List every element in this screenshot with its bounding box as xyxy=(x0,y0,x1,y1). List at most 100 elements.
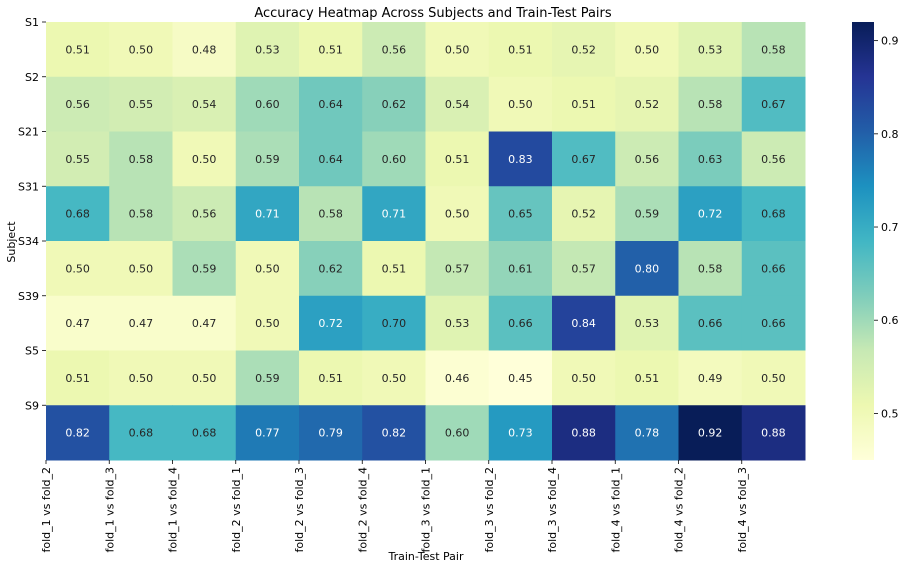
heatmap-cell xyxy=(615,295,679,351)
heatmap-cell xyxy=(741,295,806,351)
x-tick-label: fold_4 vs fold_1 xyxy=(609,467,622,553)
cell-value-label: 0.56 xyxy=(761,153,786,166)
heatmap-cell xyxy=(615,241,679,297)
heatmap-cell xyxy=(299,131,363,187)
heatmap-cell xyxy=(235,350,300,406)
cell-value-label: 0.59 xyxy=(192,262,217,275)
x-tick-label: fold_2 vs fold_1 xyxy=(230,467,243,553)
heatmap-cell xyxy=(488,22,553,78)
heatmap-cell xyxy=(46,405,110,461)
heatmap-cell xyxy=(235,22,300,78)
cell-value-label: 0.68 xyxy=(129,427,154,440)
x-tick-label: fold_2 vs fold_3 xyxy=(293,467,306,553)
heatmap-cell xyxy=(552,241,616,297)
heatmap-cell xyxy=(615,76,679,132)
heatmap-cell xyxy=(299,405,363,461)
heatmap-cell xyxy=(678,76,743,132)
cell-value-label: 0.56 xyxy=(192,208,217,221)
cell-value-label: 0.83 xyxy=(508,153,533,166)
heatmap-cell xyxy=(425,186,490,242)
heatmap-cell xyxy=(362,405,426,461)
heatmap-cell xyxy=(741,241,806,297)
cell-value-label: 0.51 xyxy=(318,372,343,385)
cell-value-label: 0.63 xyxy=(698,153,723,166)
cell-value-label: 0.67 xyxy=(761,98,786,111)
chart-title: Accuracy Heatmap Across Subjects and Tra… xyxy=(254,6,612,21)
heatmap-cell xyxy=(615,405,679,461)
cell-value-label: 0.57 xyxy=(571,262,596,275)
heatmap-cell xyxy=(425,295,490,351)
y-tick-label: S31 xyxy=(18,180,39,193)
cell-value-label: 0.50 xyxy=(761,372,786,385)
heatmap-cell xyxy=(615,22,679,78)
heatmap-cell xyxy=(235,405,300,461)
y-tick-label: S9 xyxy=(25,399,39,412)
cell-value-label: 0.52 xyxy=(635,98,660,111)
heatmap-cell xyxy=(172,76,237,132)
heatmap-cell xyxy=(741,186,806,242)
cell-value-label: 0.73 xyxy=(508,427,533,440)
cell-value-label: 0.47 xyxy=(192,317,217,330)
heatmap-cell xyxy=(109,131,173,187)
heatmap-cell xyxy=(299,350,363,406)
cell-value-label: 0.57 xyxy=(445,262,470,275)
cell-value-label: 0.58 xyxy=(698,262,723,275)
heatmap-cell xyxy=(488,131,553,187)
heatmap-cell xyxy=(678,22,743,78)
cell-value-label: 0.84 xyxy=(571,317,596,330)
heatmap-cell xyxy=(172,131,237,187)
cell-value-label: 0.50 xyxy=(445,43,470,56)
y-axis-label: Subject xyxy=(5,221,18,263)
x-tick-labels: fold_1 vs fold_2 fold_1 vs fold_3 fold_1 v… xyxy=(40,460,749,553)
heatmap-cell xyxy=(488,295,553,351)
x-tick-label: fold_1 vs fold_4 xyxy=(167,467,180,553)
cell-value-label: 0.56 xyxy=(382,43,407,56)
heatmap-cell xyxy=(488,241,553,297)
heatmap-cell xyxy=(488,76,553,132)
cell-value-label: 0.68 xyxy=(65,208,90,221)
heatmap-cell xyxy=(362,241,426,297)
cell-value-label: 0.50 xyxy=(192,372,217,385)
cell-value-label: 0.58 xyxy=(129,153,154,166)
cell-value-label: 0.50 xyxy=(129,262,154,275)
heatmap-cell xyxy=(741,350,806,406)
heatmap-cell xyxy=(425,131,490,187)
heatmap-cell xyxy=(678,131,743,187)
heatmap-cell xyxy=(362,295,426,351)
x-tick-label: fold_4 vs fold_3 xyxy=(736,467,749,553)
cell-value-label: 0.88 xyxy=(571,427,596,440)
heatmap-cell xyxy=(109,295,173,351)
cell-value-label: 0.82 xyxy=(65,427,90,440)
heatmap-cell xyxy=(109,350,173,406)
cell-value-label: 0.72 xyxy=(318,317,343,330)
cell-value-label: 0.50 xyxy=(65,262,90,275)
y-tick-label: S39 xyxy=(18,290,39,303)
heatmap-cell xyxy=(425,22,490,78)
cell-value-label: 0.58 xyxy=(761,43,786,56)
cell-value-label: 0.70 xyxy=(382,317,407,330)
heatmap-cell xyxy=(235,76,300,132)
heatmap-cell xyxy=(552,76,616,132)
cell-value-label: 0.50 xyxy=(382,372,407,385)
colorbar-gradient xyxy=(852,22,874,460)
heatmap-cell xyxy=(678,241,743,297)
heatmap-cell xyxy=(109,22,173,78)
cell-value-label: 0.50 xyxy=(571,372,596,385)
heatmap-cell xyxy=(552,186,616,242)
cell-value-label: 0.48 xyxy=(192,43,217,56)
cell-value-label: 0.51 xyxy=(571,98,596,111)
cell-value-label: 0.51 xyxy=(65,372,90,385)
y-tick-label: S1 xyxy=(25,16,39,29)
cell-value-label: 0.56 xyxy=(65,98,90,111)
cell-value-label: 0.58 xyxy=(129,208,154,221)
cell-value-label: 0.66 xyxy=(698,317,723,330)
colorbar-tick-label: 0.9 xyxy=(881,35,899,48)
y-tick-label: S5 xyxy=(25,345,39,358)
heatmap-cell xyxy=(46,22,110,78)
cell-value-label: 0.66 xyxy=(761,317,786,330)
cell-value-label: 0.54 xyxy=(445,98,470,111)
x-axis-label: Train-Test Pair xyxy=(388,550,464,563)
heatmap-cell xyxy=(678,405,743,461)
heatmap-cell xyxy=(235,131,300,187)
heatmap-cell xyxy=(235,186,300,242)
